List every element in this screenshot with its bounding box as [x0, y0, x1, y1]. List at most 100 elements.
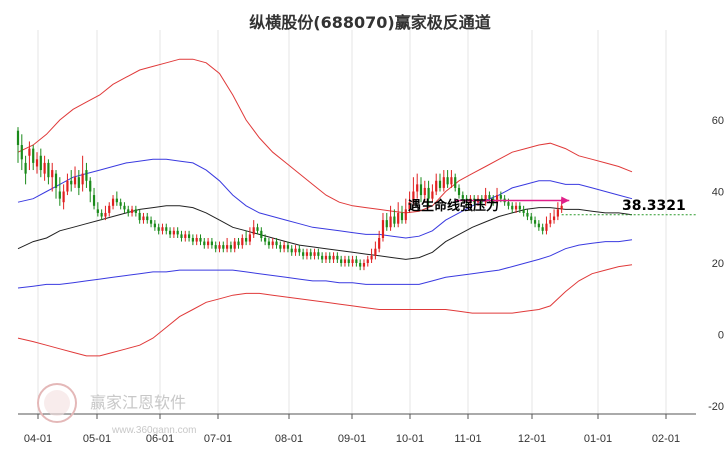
- candle: [514, 202, 518, 213]
- candle-body: [355, 259, 358, 263]
- candle-body: [226, 245, 229, 249]
- candle: [134, 205, 137, 217]
- candle: [92, 187, 96, 210]
- candle-body: [518, 205, 521, 210]
- candle-body: [180, 234, 183, 238]
- y-tick-labels: 60 40 20 0 -20: [708, 115, 724, 413]
- candle: [438, 173, 442, 192]
- candle-body: [419, 184, 423, 196]
- candle: [321, 252, 324, 263]
- candle: [108, 202, 111, 217]
- x-tick-label: 08-01: [275, 433, 303, 445]
- candle-body: [511, 205, 514, 210]
- candle-body: [298, 248, 301, 253]
- candle: [199, 234, 202, 246]
- candle-body: [461, 195, 464, 199]
- candle: [397, 202, 400, 228]
- candle-body: [416, 184, 419, 192]
- candle-body: [552, 216, 556, 221]
- overlays: [455, 196, 696, 216]
- candle: [328, 252, 331, 263]
- candle-body: [66, 180, 69, 192]
- upper-inner-band: [17, 158, 633, 239]
- candle: [66, 173, 69, 196]
- candle-body: [359, 263, 362, 267]
- watermark: 赢家江恩软件 www.360gann.com: [37, 383, 197, 436]
- candle-body: [324, 255, 328, 260]
- candle-body: [43, 162, 46, 174]
- candle: [32, 145, 35, 171]
- candle-body: [218, 245, 221, 249]
- candle: [457, 184, 461, 199]
- candle: [260, 227, 263, 242]
- candle-body: [206, 241, 210, 246]
- candle: [206, 237, 210, 249]
- candle-body: [450, 177, 453, 185]
- candle-body: [556, 209, 559, 217]
- x-tick-label: 04-01: [24, 433, 52, 445]
- candle-body: [435, 180, 438, 192]
- x-tick-label: 10-01: [396, 433, 424, 445]
- candle-body: [123, 205, 126, 210]
- candle: [210, 237, 213, 249]
- x-grid: [37, 30, 667, 419]
- candle: [176, 227, 179, 238]
- candle-body: [438, 180, 442, 188]
- candle: [237, 237, 240, 249]
- candle-body: [138, 212, 141, 221]
- candle-body: [431, 191, 434, 199]
- candle: [275, 237, 278, 249]
- candle: [267, 237, 271, 249]
- candle: [146, 212, 149, 224]
- candle-body: [153, 223, 156, 228]
- candle-body: [28, 148, 31, 156]
- candle-body: [279, 245, 282, 249]
- candle: [58, 177, 61, 206]
- candle-body: [73, 177, 77, 185]
- candle-body: [96, 209, 99, 213]
- candle: [130, 205, 134, 217]
- candle: [153, 220, 156, 231]
- x-tick-labels: 04-01 05-01 06-01 07-01 08-01 09-01 10-01 11-01…: [24, 433, 680, 445]
- candle-body: [400, 212, 404, 221]
- candle: [161, 223, 164, 235]
- candle-body: [541, 227, 544, 231]
- candle: [256, 223, 259, 235]
- candle-body: [381, 220, 385, 238]
- candle: [423, 180, 426, 203]
- lower-outer-band: [17, 264, 633, 357]
- candle-body: [89, 180, 92, 192]
- candle-body: [290, 248, 293, 253]
- candle: [142, 212, 145, 224]
- candle: [347, 255, 350, 267]
- candle-body: [146, 216, 149, 221]
- candle: [294, 245, 297, 256]
- candle-body: [195, 237, 198, 242]
- candle: [408, 191, 411, 213]
- candle-body: [294, 248, 297, 253]
- candle: [313, 248, 316, 260]
- candle: [168, 227, 172, 238]
- candle: [362, 259, 366, 271]
- candle-body: [366, 259, 369, 263]
- candle: [47, 159, 50, 185]
- candle-body: [58, 191, 61, 199]
- candle-body: [560, 205, 563, 210]
- candle-body: [172, 230, 175, 235]
- candle: [62, 184, 65, 210]
- candle: [552, 209, 556, 224]
- candle-body: [191, 237, 194, 242]
- candle: [233, 237, 236, 253]
- x-tick-label: 02-01: [652, 433, 680, 445]
- candle-body: [537, 223, 540, 228]
- candle-body: [54, 173, 58, 188]
- y-tick-label: 40: [712, 187, 724, 199]
- candle: [332, 252, 335, 263]
- candle: [226, 237, 229, 253]
- candle: [393, 209, 396, 228]
- x-tick-label: 05-01: [83, 433, 111, 445]
- candle-body: [187, 234, 191, 238]
- candle-body: [495, 195, 499, 203]
- candle: [484, 187, 487, 206]
- candle: [54, 170, 58, 199]
